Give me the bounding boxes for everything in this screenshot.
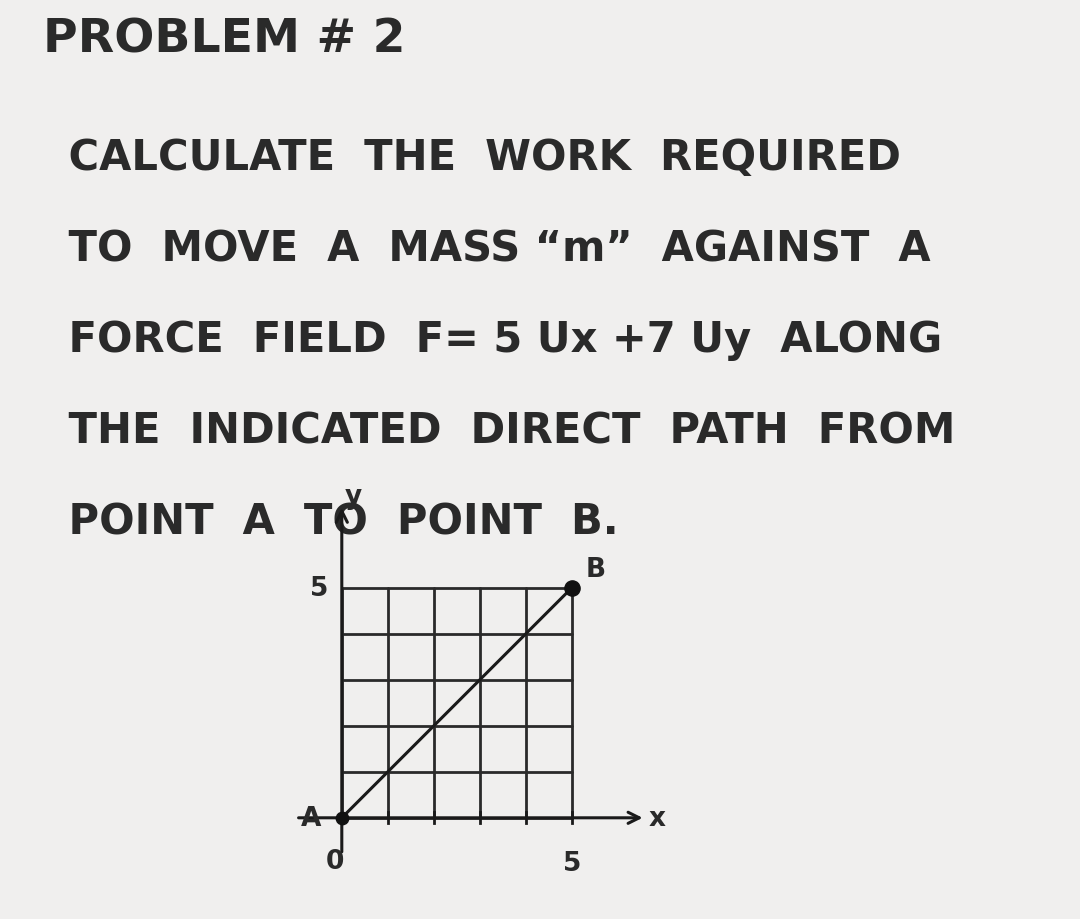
Text: A: A [300, 805, 321, 831]
Text: 5: 5 [563, 850, 581, 876]
Text: TO  MOVE  A  MASS “m”  AGAINST  A: TO MOVE A MASS “m” AGAINST A [54, 228, 931, 270]
Text: y: y [345, 483, 362, 509]
Text: B: B [585, 557, 606, 583]
Text: FORCE  FIELD  F= 5 Ux +7 Uy  ALONG: FORCE FIELD F= 5 Ux +7 Uy ALONG [54, 319, 942, 361]
Point [563, 581, 580, 596]
Text: 0: 0 [326, 847, 345, 874]
Point [333, 811, 350, 825]
Text: CALCULATE  THE  WORK  REQUIRED: CALCULATE THE WORK REQUIRED [54, 137, 901, 178]
Text: 5: 5 [310, 575, 328, 601]
Text: PROBLEM # 2: PROBLEM # 2 [43, 17, 406, 62]
Text: x: x [648, 805, 665, 831]
Text: THE  INDICATED  DIRECT  PATH  FROM: THE INDICATED DIRECT PATH FROM [54, 410, 956, 452]
Text: POINT  A  TO  POINT  B.: POINT A TO POINT B. [54, 502, 619, 543]
